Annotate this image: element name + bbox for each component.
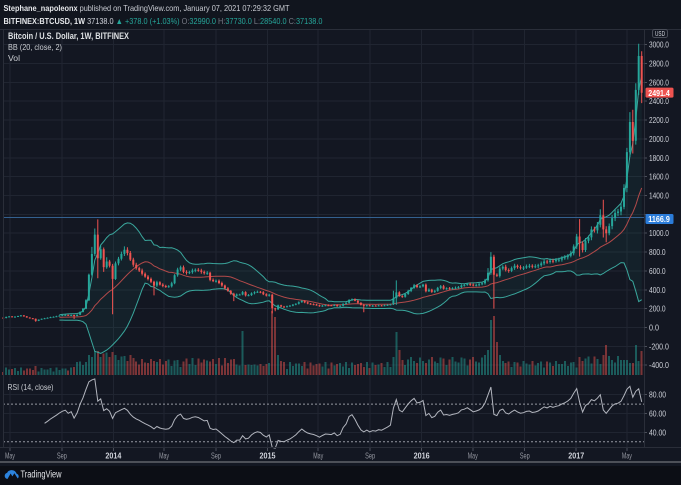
svg-text:-200.0: -200.0 — [649, 341, 669, 351]
svg-text:May: May — [159, 451, 170, 461]
svg-text:2400.0: 2400.0 — [649, 96, 669, 106]
svg-text:BB (20, close, 2): BB (20, close, 2) — [8, 42, 62, 52]
svg-text:2200.0: 2200.0 — [649, 115, 669, 125]
svg-text:60.00: 60.00 — [649, 409, 666, 419]
svg-text:1600.0: 1600.0 — [649, 172, 669, 182]
svg-text:May: May — [622, 451, 633, 461]
svg-text:40.00: 40.00 — [649, 427, 666, 437]
svg-text:Sep: Sep — [211, 451, 221, 461]
svg-text:May: May — [468, 451, 479, 461]
svg-text:TradingView: TradingView — [21, 469, 63, 480]
svg-text:1800.0: 1800.0 — [649, 153, 669, 163]
svg-text:600.0: 600.0 — [649, 266, 666, 276]
svg-text:2014: 2014 — [105, 451, 121, 461]
svg-text:2015: 2015 — [260, 451, 276, 461]
svg-text:1400.0: 1400.0 — [649, 191, 669, 201]
svg-text:Sep: Sep — [57, 451, 67, 461]
svg-text:-400.0: -400.0 — [649, 360, 669, 370]
svg-text:3000.0: 3000.0 — [649, 40, 669, 50]
svg-text:May: May — [313, 451, 324, 461]
svg-text:Bitcoin / U.S. Dollar, 1W, BIT: Bitcoin / U.S. Dollar, 1W, BITFINEX — [8, 31, 129, 41]
svg-text:BITFINEX:BTCUSD, 1W 37138.0 ▲: BITFINEX:BTCUSD, 1W 37138.0 ▲ +378.0 (+1… — [4, 16, 323, 26]
svg-text:2491.4: 2491.4 — [648, 88, 670, 98]
svg-text:RSI (14, close): RSI (14, close) — [8, 382, 54, 392]
svg-text:1000.0: 1000.0 — [649, 228, 669, 238]
svg-text:2017: 2017 — [568, 451, 584, 461]
svg-text:400.0: 400.0 — [649, 285, 666, 295]
svg-text:2800.0: 2800.0 — [649, 59, 669, 69]
svg-text:1166.9: 1166.9 — [648, 214, 670, 224]
svg-text:Sep: Sep — [520, 451, 530, 461]
svg-text:200.0: 200.0 — [649, 304, 666, 314]
svg-text:2600.0: 2600.0 — [649, 77, 669, 87]
svg-text:May: May — [5, 451, 16, 461]
svg-text:Stephane_napoleonx published o: Stephane_napoleonx published on TradingV… — [4, 3, 290, 13]
svg-text:2016: 2016 — [414, 451, 430, 461]
svg-text:Sep: Sep — [365, 451, 375, 461]
svg-text:USD: USD — [655, 31, 665, 38]
svg-text:2000.0: 2000.0 — [649, 134, 669, 144]
svg-text:Vol: Vol — [8, 53, 20, 63]
svg-text:80.00: 80.00 — [649, 390, 666, 400]
svg-text:800.0: 800.0 — [649, 247, 666, 257]
svg-text:0.0: 0.0 — [649, 323, 659, 333]
